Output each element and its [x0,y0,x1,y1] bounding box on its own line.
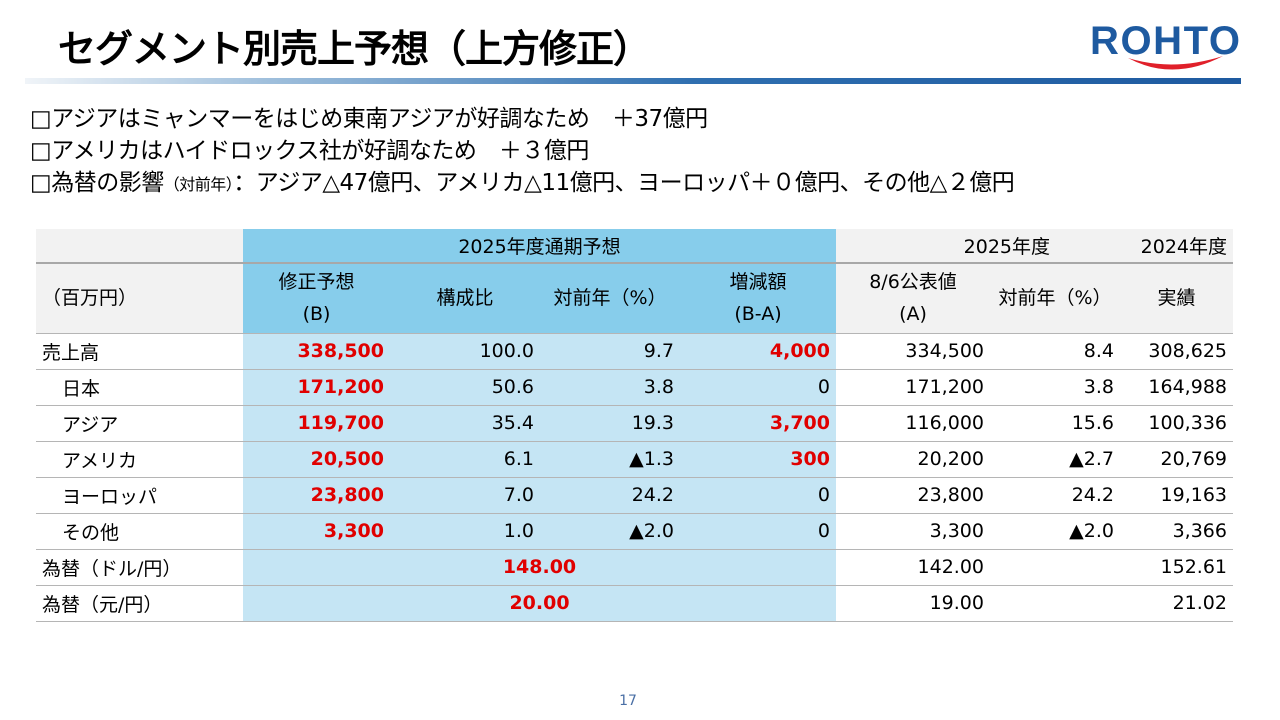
yoy-value: ▲2.0 [540,513,680,550]
row-label: 日本 [36,369,243,406]
bullet-list: □アジアはミャンマーをはじめ東南アジアが好調なため ＋37億円 □アメリカはハイ… [30,103,1015,201]
diff-value: 300 [680,441,836,478]
fx-row: 為替（元/円） 20.00 19.00 21.02 [36,585,1233,622]
yoy-header: 対前年（%） [540,263,680,334]
yoy2-value: 8.4 [990,333,1120,370]
row-label: ヨーロッパ [36,477,243,514]
segment-sales-table: 2025年度通期予想 2025年度 2024年度 （百万円） 修正予想 (B) 構… [36,229,1233,622]
ratio-value: 100.0 [390,333,540,370]
fy2025-group-header: 2025年度 [836,229,1120,264]
table-row: ヨーロッパ 23,800 7.0 24.2 0 23,800 24.2 19,1… [36,477,1233,514]
yoy-value: 24.2 [540,477,680,514]
page-title: セグメント別売上予想（上方修正） [58,27,651,71]
revised-value: 119,700 [243,405,390,442]
table-row: アメリカ 20,500 6.1 ▲1.3 300 20,200 ▲2.7 20,… [36,441,1233,478]
revised-rate: 148.00 [243,549,836,586]
revised-rate: 20.00 [243,585,836,622]
page-number: 17 [619,693,637,709]
rohto-logo: ROHTO [1090,19,1240,70]
yoy2-value: ▲2.7 [990,441,1120,478]
diff-value: 0 [680,513,836,550]
forecast-group-header: 2025年度通期予想 [243,229,836,264]
diff-value: 0 [680,369,836,406]
diff-value: 0 [680,477,836,514]
ratio-value: 35.4 [390,405,540,442]
yoy-value: ▲1.3 [540,441,680,478]
actual-value: 164,988 [1120,369,1233,406]
row-label: 売上高 [36,333,243,370]
row-label: 為替（元/円） [36,585,243,622]
bullet-america: □アメリカはハイドロックス社が好調なため ＋３億円 [30,138,589,164]
table-row: 日本 171,200 50.6 3.8 0 171,200 3.8 164,98… [36,369,1233,406]
diff-value: 3,700 [680,405,836,442]
actual-value: 3,366 [1120,513,1233,550]
announced-rate: 142.00 [836,549,990,586]
yoy2-value: 15.6 [990,405,1120,442]
revised-header: 修正予想 (B) [243,263,390,334]
yoy-value: 9.7 [540,333,680,370]
revised-value: 3,300 [243,513,390,550]
ratio-header: 構成比 [390,263,540,334]
ratio-value: 7.0 [390,477,540,514]
announced-value: 3,300 [836,513,990,550]
announced-rate: 19.00 [836,585,990,622]
announced-value: 20,200 [836,441,990,478]
svg-text:ROHTO: ROHTO [1090,19,1240,63]
bullet-fx: □為替の影響（対前年）：アジア△47億円、アメリカ△11億円、ヨーロッパ＋０億円… [30,170,1015,196]
ratio-value: 50.6 [390,369,540,406]
actual-value: 308,625 [1120,333,1233,370]
table-row: 売上高 338,500 100.0 9.7 4,000 334,500 8.4 … [36,333,1233,370]
row-label: 為替（ドル/円） [36,549,243,586]
actual-rate: 152.61 [1120,549,1233,586]
revised-value: 171,200 [243,369,390,406]
revised-value: 20,500 [243,441,390,478]
bullet-asia: □アジアはミャンマーをはじめ東南アジアが好調なため ＋37億円 [30,106,708,132]
announced-value: 23,800 [836,477,990,514]
actual-value: 100,336 [1120,405,1233,442]
fy2024-group-header: 2024年度 [1120,229,1233,264]
actual-value: 20,769 [1120,441,1233,478]
row-label: アメリカ [36,441,243,478]
yoy2-value: 24.2 [990,477,1120,514]
yoy2-value: ▲2.0 [990,513,1120,550]
title-rule [25,78,1241,84]
diff-value: 4,000 [680,333,836,370]
yoy2-header: 対前年（%） [990,263,1120,334]
ratio-value: 1.0 [390,513,540,550]
row-label: その他 [36,513,243,550]
announced-value: 334,500 [836,333,990,370]
revised-value: 23,800 [243,477,390,514]
row-label: アジア [36,405,243,442]
yoy2-value: 3.8 [990,369,1120,406]
announced-value: 116,000 [836,405,990,442]
diff-header: 増減額 (B-A) [680,263,836,334]
ratio-value: 6.1 [390,441,540,478]
actual-header: 実績 [1120,263,1233,334]
announced-value: 171,200 [836,369,990,406]
yoy-value: 3.8 [540,369,680,406]
actual-value: 19,163 [1120,477,1233,514]
table-row: アジア 119,700 35.4 19.3 3,700 116,000 15.6… [36,405,1233,442]
announced-header: 8/6公表値 (A) [836,263,990,334]
fx-row: 為替（ドル/円） 148.00 142.00 152.61 [36,549,1233,586]
group-header-row: 2025年度通期予想 2025年度 2024年度 [36,229,1233,264]
unit-header: （百万円） [36,263,243,334]
yoy-value: 19.3 [540,405,680,442]
revised-value: 338,500 [243,333,390,370]
column-header-row: （百万円） 修正予想 (B) 構成比 対前年（%） 増減額 (B-A) 8/6公表値… [36,263,1233,334]
actual-rate: 21.02 [1120,585,1233,622]
table-row: その他 3,300 1.0 ▲2.0 0 3,300 ▲2.0 3,366 [36,513,1233,550]
